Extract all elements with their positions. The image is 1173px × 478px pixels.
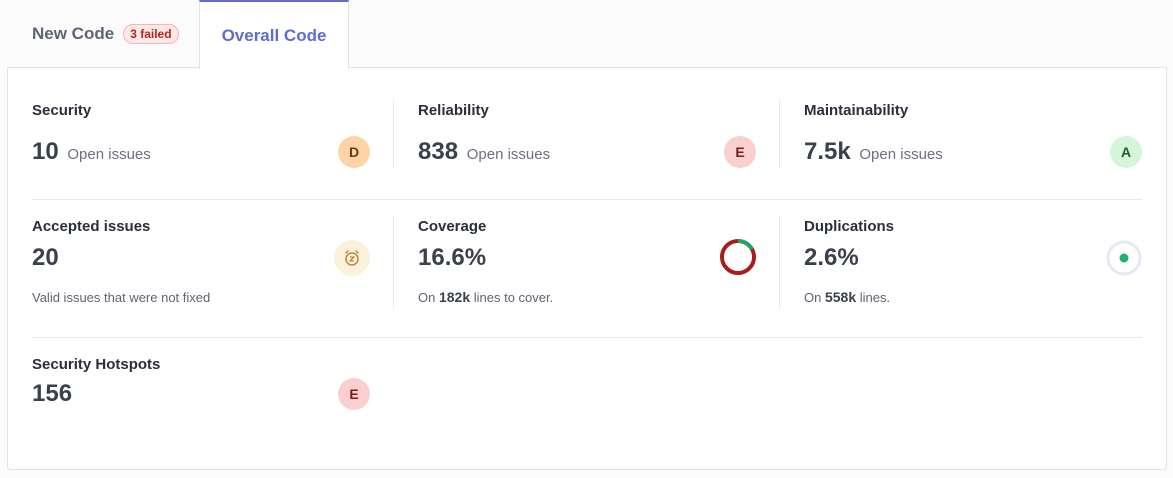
coverage-covered-arc xyxy=(720,239,756,275)
tab-new-code-label: New Code xyxy=(32,23,115,43)
accepted-issues-card[interactable]: Accepted issues 20 Valid issues that wer… xyxy=(32,218,372,308)
divider xyxy=(779,100,780,168)
row-divider xyxy=(32,199,1142,200)
reliability-count: 838 xyxy=(418,138,459,165)
tab-bar: New Code 3 failed Overall Code xyxy=(0,0,1173,69)
failed-badge: 3 failed xyxy=(123,23,179,44)
security-hotspots-title: Security Hotspots xyxy=(32,356,161,373)
accepted-issues-description: Valid issues that were not fixed xyxy=(32,290,211,305)
coverage-lines-count[interactable]: 182k xyxy=(438,289,471,305)
security-card[interactable]: Security 10 Open issues D xyxy=(32,102,372,172)
accepted-issues-title: Accepted issues xyxy=(32,218,151,235)
duplications-indicator-icon xyxy=(1106,240,1142,276)
security-count: 10 xyxy=(32,138,59,165)
maintainability-sub: Open issues xyxy=(859,146,943,163)
coverage-card[interactable]: Coverage 16.6% On 182k lines to cover. xyxy=(418,218,758,308)
security-hotspots-card[interactable]: Security Hotspots 156 E xyxy=(32,356,372,416)
duplications-value[interactable]: 2.6% xyxy=(804,244,859,271)
coverage-desc-suffix: lines to cover. xyxy=(473,290,554,305)
snooze-clock-icon xyxy=(334,240,370,276)
row-divider xyxy=(32,337,1142,338)
duplications-lines-count[interactable]: 558k xyxy=(824,289,857,305)
maintainability-count: 7.5k xyxy=(804,138,851,165)
reliability-sub: Open issues xyxy=(466,146,551,163)
maintainability-card[interactable]: Maintainability 7.5k Open issues A xyxy=(804,102,1144,172)
divider xyxy=(393,100,394,168)
duplications-desc-prefix: On xyxy=(804,290,822,305)
tab-overall-code-label: Overall Code xyxy=(221,25,327,45)
duplications-title: Duplications xyxy=(804,218,895,235)
security-sub: Open issues xyxy=(67,146,151,163)
coverage-description: On 182k lines to cover. xyxy=(418,289,553,305)
accepted-issues-value[interactable]: 20 xyxy=(32,244,59,271)
maintainability-rating[interactable]: A xyxy=(1110,136,1142,168)
reliability-card[interactable]: Reliability 838 Open issues E xyxy=(418,102,758,172)
reliability-rating[interactable]: E xyxy=(724,136,756,168)
duplications-description: On 558k lines. xyxy=(804,289,890,305)
maintainability-title: Maintainability xyxy=(804,102,909,119)
security-value[interactable]: 10 Open issues xyxy=(32,138,151,166)
divider xyxy=(779,216,780,308)
coverage-desc-prefix: On xyxy=(418,290,436,305)
duplications-desc-suffix: lines. xyxy=(859,290,891,305)
reliability-title: Reliability xyxy=(418,102,489,119)
duplications-card[interactable]: Duplications 2.6% On 558k lines. xyxy=(804,218,1144,308)
maintainability-value[interactable]: 7.5k Open issues xyxy=(804,138,943,166)
security-hotspots-value[interactable]: 156 xyxy=(32,380,73,407)
duplications-dot xyxy=(1119,253,1129,263)
coverage-value[interactable]: 16.6% xyxy=(418,244,487,271)
measures-panel: Security 10 Open issues D Reliability 83… xyxy=(7,67,1167,470)
security-rating[interactable]: D xyxy=(338,136,370,168)
divider xyxy=(393,216,394,308)
coverage-title: Coverage xyxy=(418,218,487,235)
security-hotspots-rating[interactable]: E xyxy=(338,378,370,410)
tab-overall-code[interactable]: Overall Code xyxy=(199,0,349,69)
reliability-value[interactable]: 838 Open issues xyxy=(418,138,550,166)
security-title: Security xyxy=(32,102,92,119)
coverage-donut-icon xyxy=(720,239,756,275)
tab-new-code[interactable]: New Code 3 failed xyxy=(8,0,200,67)
